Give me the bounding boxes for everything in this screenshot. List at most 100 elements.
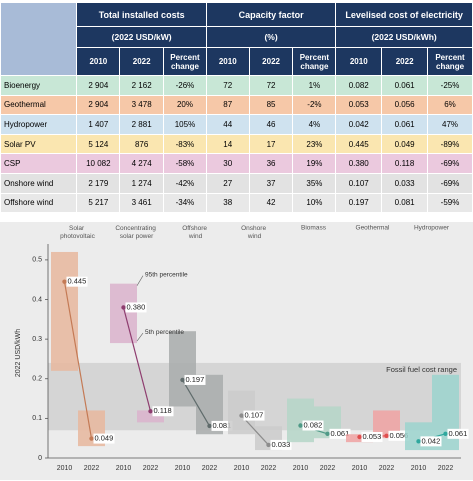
value-label: 0.081 xyxy=(213,421,232,430)
group-title: Levelised cost of electricity xyxy=(335,2,473,27)
table-cell: 4% xyxy=(292,114,337,135)
table-cell: 2 179 xyxy=(76,172,121,194)
table-cell: 0.061 xyxy=(381,114,429,135)
value-label: 0.061 xyxy=(331,429,350,438)
x-tick-label: 2022 xyxy=(143,465,159,472)
column-header: Percent change xyxy=(427,47,473,76)
table-cell: 105% xyxy=(163,114,207,135)
column-header: Percent change xyxy=(292,47,337,76)
table-cell: 2 162 xyxy=(119,75,165,96)
table-cell: 87 xyxy=(205,94,250,116)
group-title: Total installed costs xyxy=(76,2,207,27)
table-cell: -59% xyxy=(427,192,473,214)
value-label: 0.061 xyxy=(449,429,468,438)
value-label: 0.042 xyxy=(422,436,441,445)
table-cell: -25% xyxy=(427,75,473,96)
table-cell: 30 xyxy=(205,153,250,174)
table-cell: 0.061 xyxy=(381,75,429,96)
y-axis-title: 2022 USD/kWh xyxy=(15,329,22,377)
percentile-box xyxy=(110,283,137,344)
x-tick-label: 2010 xyxy=(293,465,309,472)
x-tick-label: 2010 xyxy=(352,465,368,472)
value-label: 0.082 xyxy=(304,420,323,429)
table-cell: 6% xyxy=(427,94,473,116)
label-bg xyxy=(211,420,233,431)
label-bg xyxy=(66,276,88,287)
table-cell: 1 407 xyxy=(76,114,121,135)
column-header: 2010 xyxy=(205,47,250,76)
label-bg xyxy=(184,374,206,385)
table-cell: 3 478 xyxy=(119,94,165,116)
table-cell: -2% xyxy=(292,94,337,116)
table-row: CSP 10 082 4 274 -58% 30 36 19% 0.380 0.118 -69% xyxy=(0,153,473,174)
table-cell: 46 xyxy=(248,114,294,135)
x-tick-label: 2010 xyxy=(116,465,132,472)
table-cell: 72 xyxy=(205,75,250,96)
group-title: Capacity factor xyxy=(205,2,337,27)
table-row: Solar PV 5 124 876 -83% 14 17 23% 0.445 0.049 -89… xyxy=(0,133,473,155)
trend-line xyxy=(181,379,211,427)
y-tick-label: 0.1 xyxy=(32,415,42,422)
x-tick-label: 2010 xyxy=(175,465,191,472)
table-cell: 2 904 xyxy=(76,94,121,116)
annotation: 95th percentile xyxy=(145,271,188,278)
average-point xyxy=(121,305,126,310)
table-cell: 72 xyxy=(248,75,294,96)
value-label: 0.197 xyxy=(186,375,205,384)
table-cell: 19% xyxy=(292,153,337,174)
table-cell: 1 274 xyxy=(119,172,165,194)
table-cell: 0.033 xyxy=(381,172,429,194)
label-bg xyxy=(93,433,115,444)
table-cell: -34% xyxy=(163,192,207,214)
value-label: 0.049 xyxy=(95,434,114,443)
average-point xyxy=(89,436,94,441)
y-tick-label: 0.5 xyxy=(32,257,42,264)
y-tick-label: 0.2 xyxy=(32,376,42,383)
table-cell: 0.056 xyxy=(381,94,429,116)
table-cell: -42% xyxy=(163,172,207,194)
x-tick-label: 2022 xyxy=(320,465,336,472)
row-label: Offshore wind xyxy=(0,192,78,214)
table-row: Onshore wind 2 179 1 274 -42% 27 37 35% 0.107 0.… xyxy=(0,172,473,194)
y-tick-label: 0.3 xyxy=(32,336,42,343)
technology-name: Solar photovoltaic xyxy=(60,225,95,240)
trend-line xyxy=(63,281,93,439)
table-cell: -58% xyxy=(163,153,207,174)
x-tick-label: 2022 xyxy=(438,465,454,472)
percentile-box xyxy=(287,398,314,443)
percentile-box xyxy=(137,410,164,423)
technology-name: Concentrating solar power xyxy=(115,225,157,240)
table-cell: 10% xyxy=(292,192,337,214)
table-cell: 85 xyxy=(248,94,294,116)
table-cell: 20% xyxy=(163,94,207,116)
label-bg xyxy=(243,410,265,421)
label-bg xyxy=(361,432,383,442)
table-cell: -69% xyxy=(427,172,473,194)
average-point xyxy=(325,431,330,437)
table-cell: 5 124 xyxy=(76,133,121,155)
corner-cell xyxy=(0,2,78,76)
table-cell: 3 461 xyxy=(119,192,165,214)
table-cell: 4 274 xyxy=(119,153,165,174)
row-label: Solar PV xyxy=(0,133,78,155)
x-tick-label: 2022 xyxy=(202,465,218,472)
average-point xyxy=(148,409,153,414)
table-cell: -69% xyxy=(427,153,473,174)
table-cell: 876 xyxy=(119,133,165,155)
label-bg xyxy=(302,420,324,431)
column-header: 2010 xyxy=(335,47,383,76)
table-cell: 2 881 xyxy=(119,114,165,135)
table-cell: -89% xyxy=(427,133,473,155)
table-cell: 0.042 xyxy=(335,114,383,135)
table-cell: 0.380 xyxy=(335,153,383,174)
row-label: CSP xyxy=(0,153,78,174)
table-cell: 0.107 xyxy=(335,172,383,194)
x-tick-label: 2010 xyxy=(57,465,73,472)
group-unit: (2022 USD/kWh) xyxy=(335,26,473,48)
value-label: 0.380 xyxy=(127,302,146,311)
table-row: Geothermal 2 904 3 478 20% 87 85 -2% 0.053 0.056… xyxy=(0,94,473,116)
value-label: 0.033 xyxy=(272,440,291,449)
table-cell: 5 217 xyxy=(76,192,121,214)
column-header: 2022 xyxy=(381,47,429,76)
